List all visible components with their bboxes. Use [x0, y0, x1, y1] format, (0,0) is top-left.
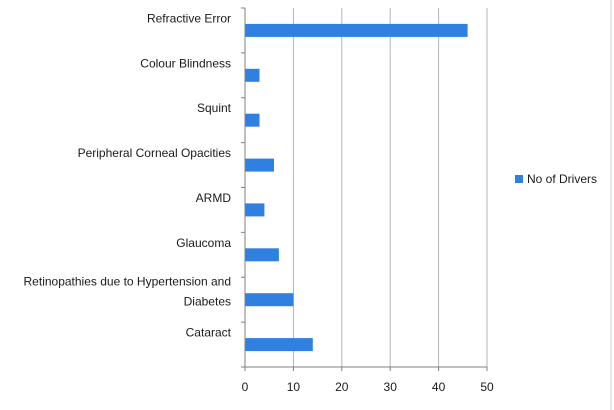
bar [245, 293, 294, 307]
x-tick-label: 10 [287, 380, 301, 394]
category-label: Cataract [186, 326, 232, 340]
bar [245, 23, 468, 37]
category-label: Peripheral Corneal Opacities [78, 146, 231, 160]
category-label: ARMD [196, 191, 232, 205]
category-label: Squint [197, 101, 232, 115]
bar [245, 338, 313, 352]
category-label: Refractive Error [147, 11, 231, 25]
category-labels: Refractive Error Colour Blindness Squint Pe… [24, 11, 232, 339]
bar [245, 68, 260, 82]
x-tick-label: 20 [335, 380, 349, 394]
x-tick-label: 30 [384, 380, 398, 394]
category-label: Retinopathies due to Hypertension and [24, 275, 231, 289]
gridlines [292, 8, 488, 367]
category-label: Colour Blindness [140, 56, 231, 70]
legend-swatch [515, 175, 523, 183]
category-label: Diabetes [184, 295, 231, 309]
category-label: Glaucoma [176, 236, 231, 250]
legend: No of Drivers [515, 172, 597, 186]
bar [245, 113, 260, 127]
legend-label: No of Drivers [527, 172, 597, 186]
x-tick-label: 50 [480, 380, 494, 394]
bars [245, 23, 468, 352]
x-tick-label: 0 [242, 380, 249, 394]
bar [245, 203, 265, 217]
x-tick-label: 40 [432, 380, 446, 394]
x-tick-labels: 0 10 20 30 40 50 [242, 380, 494, 394]
axes [241, 7, 488, 371]
bar [245, 158, 274, 172]
bar [245, 248, 279, 262]
